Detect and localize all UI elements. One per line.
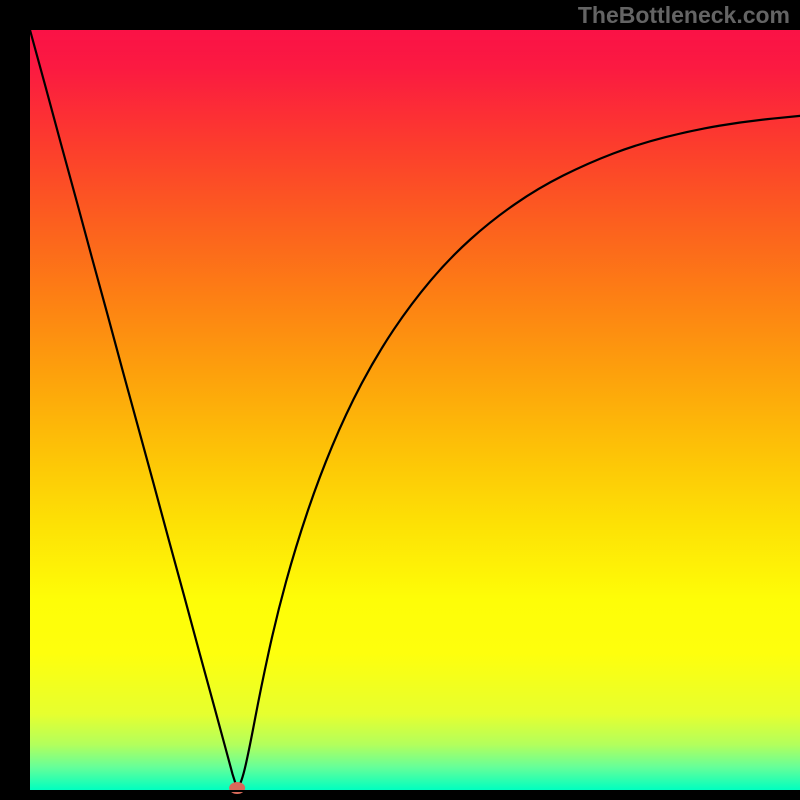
watermark-label: TheBottleneck.com [578, 2, 790, 29]
chart-container: TheBottleneck.com [0, 0, 800, 800]
chart-svg [0, 0, 800, 800]
bottleneck-marker [229, 782, 245, 794]
plot-background [30, 30, 800, 790]
